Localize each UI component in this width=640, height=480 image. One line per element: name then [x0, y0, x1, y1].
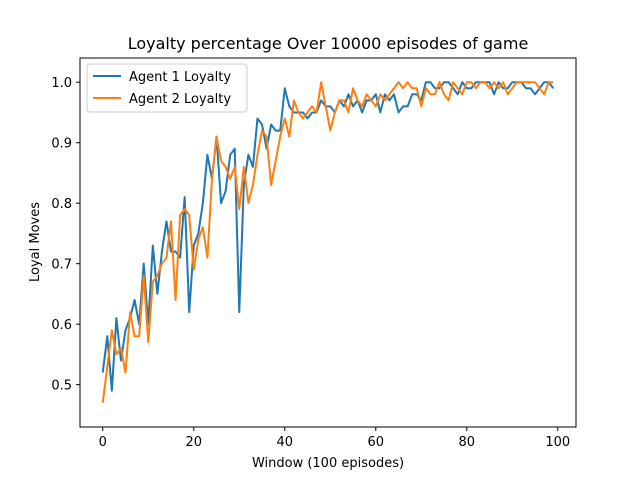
x-tick-label: 20 — [185, 435, 202, 450]
y-tick-label: 0.6 — [51, 318, 72, 333]
y-axis-label: Loyal Moves — [28, 202, 43, 282]
x-axis-ticks: 0 20 40 60 80 100 — [99, 427, 570, 450]
x-tick-label: 100 — [545, 435, 570, 450]
y-tick-label: 0.5 — [51, 379, 72, 394]
y-axis-ticks: 0.5 0.6 0.7 0.8 0.9 1.0 — [51, 76, 80, 394]
x-tick-label: 40 — [276, 435, 293, 450]
x-axis-label: Window (100 episodes) — [252, 456, 404, 471]
y-tick-label: 0.7 — [51, 258, 72, 273]
x-tick-label: 0 — [99, 435, 107, 450]
x-tick-label: 80 — [459, 435, 476, 450]
legend-box — [86, 63, 248, 113]
legend: Agent 1 Loyalty Agent 2 Loyalty — [86, 63, 248, 113]
agent-2-loyalty-line — [101, 81, 554, 403]
plot-frame — [79, 57, 577, 428]
plot-lines — [101, 81, 555, 403]
legend-label-agent-2: Agent 2 Loyalty — [129, 92, 231, 107]
y-tick-label: 0.8 — [51, 197, 72, 212]
chart-title: Loyalty percentage Over 10000 episodes o… — [128, 34, 529, 53]
y-tick-label: 1.0 — [51, 76, 72, 91]
y-tick-label: 0.9 — [51, 137, 72, 152]
legend-label-agent-1: Agent 1 Loyalty — [129, 70, 231, 85]
x-tick-label: 60 — [368, 435, 385, 450]
